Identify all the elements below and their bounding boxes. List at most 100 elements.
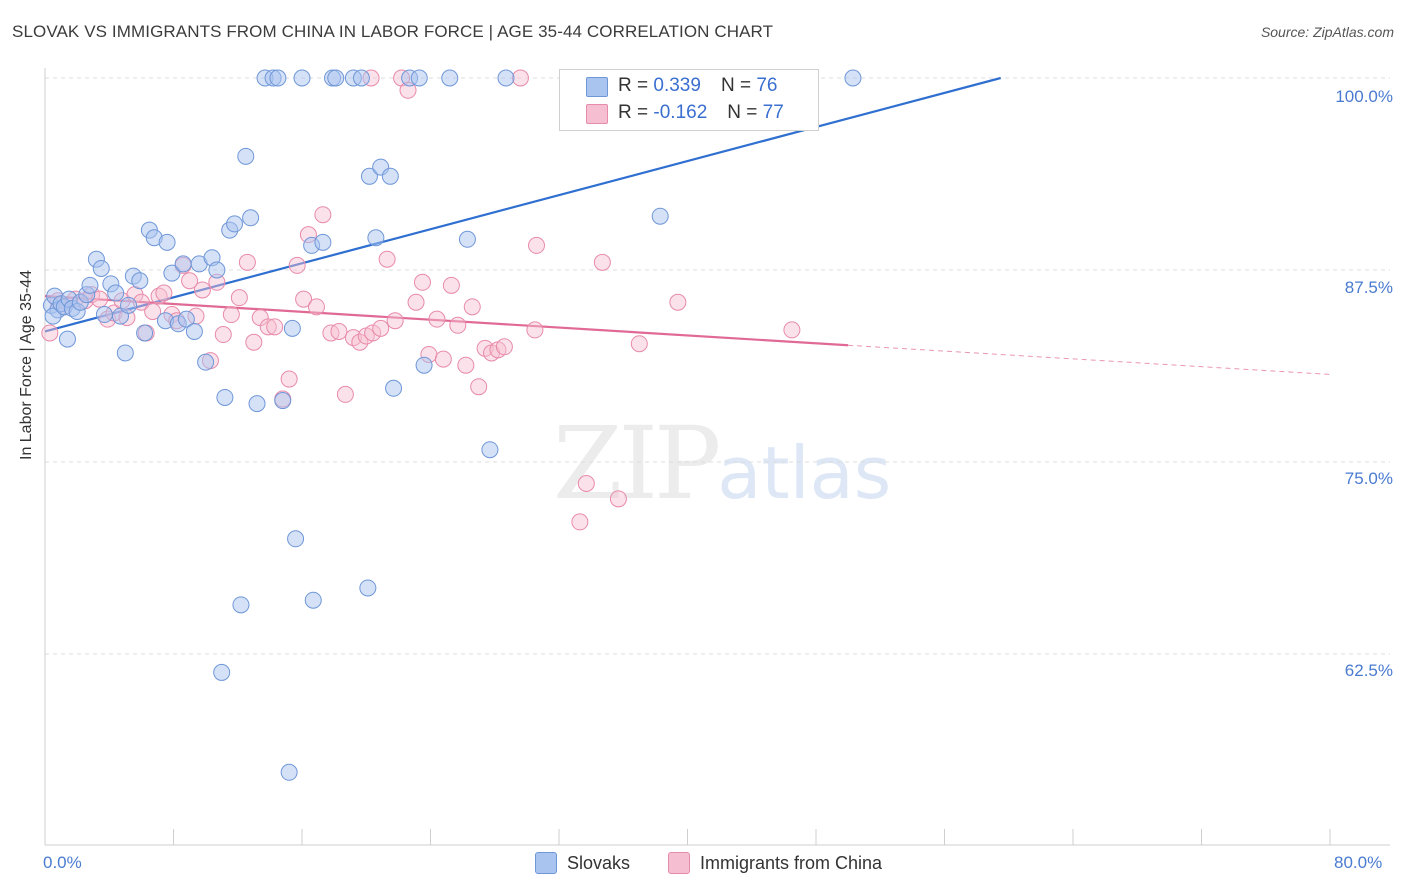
data-point-slovaks (136, 324, 154, 342)
data-point-china (181, 272, 199, 290)
data-point-slovaks (287, 530, 305, 548)
data-point-slovaks (213, 663, 231, 681)
data-point-slovaks (360, 167, 378, 185)
legend-r-value: -0.162 (653, 102, 708, 123)
data-point-china (295, 290, 313, 308)
bottom-legend-swatch-pink (668, 852, 690, 874)
data-point-china (463, 298, 481, 316)
data-point-china (528, 236, 546, 254)
series-slovaks (42, 69, 862, 781)
data-point-china (259, 318, 277, 336)
data-point-slovaks (120, 296, 138, 314)
data-point-china (783, 321, 801, 339)
data-point-slovaks (410, 69, 428, 87)
source-credit: Source: ZipAtlas.com (1260, 24, 1394, 40)
data-point-china (434, 350, 452, 368)
trend-line-china (44, 295, 849, 347)
axes (44, 68, 1390, 846)
bottom-legend-china: Immigrants from China (668, 852, 882, 874)
correlation-legend: R = 0.339 N = 76 R = -0.162 N = 77 (559, 69, 819, 131)
legend-row-china: R = -0.162 N = 77 (618, 101, 784, 125)
data-point-china (428, 310, 446, 328)
legend-r-label: R = (618, 102, 649, 123)
data-point-slovaks (185, 322, 203, 340)
bottom-legend-label: Immigrants from China (700, 852, 883, 873)
data-point-china (470, 378, 488, 396)
data-point-china (413, 273, 431, 291)
data-point-slovaks (248, 395, 266, 413)
data-point-slovaks (81, 276, 99, 294)
data-point-china (593, 253, 611, 271)
data-point-slovaks (381, 167, 399, 185)
data-point-slovaks (359, 579, 377, 597)
data-point-slovaks (44, 307, 62, 325)
data-point-slovaks (197, 353, 215, 371)
data-point-china (511, 69, 529, 87)
data-point-china (577, 475, 595, 493)
data-point-slovaks (237, 147, 255, 165)
bottom-legend-slovaks: Slovaks (535, 852, 630, 874)
data-point-slovaks (367, 229, 385, 247)
bottom-legend-swatch-blue (535, 852, 557, 874)
data-point-china (307, 298, 325, 316)
trend-line-slovaks (44, 76, 1002, 333)
data-point-slovaks (651, 207, 669, 225)
data-point-china (230, 289, 248, 307)
data-point-china (222, 306, 240, 324)
y-axis-label: In Labor Force | Age 35-44 (18, 269, 35, 460)
trend-line-china-dashed (848, 344, 1331, 375)
data-point-slovaks (385, 379, 403, 397)
data-point-slovaks (327, 69, 345, 87)
data-point-slovaks (352, 69, 370, 87)
data-point-slovaks (242, 209, 260, 227)
data-point-slovaks (269, 69, 287, 87)
data-point-slovaks (232, 596, 250, 614)
data-point-slovaks (58, 330, 76, 348)
legend-n-label: N = (720, 75, 752, 96)
data-point-china (449, 316, 467, 334)
data-point-china (372, 319, 390, 337)
x-tick-label: 80.0% (1334, 853, 1383, 872)
data-point-slovaks (304, 591, 322, 609)
x-tick-label: 0.0% (43, 853, 82, 872)
legend-swatch-blue (586, 77, 608, 97)
data-point-slovaks (497, 69, 515, 87)
data-point-china (571, 513, 589, 531)
data-point-china (330, 322, 348, 340)
legend-r-label: R = (618, 75, 649, 96)
data-point-slovaks (163, 264, 181, 282)
data-point-slovaks (274, 392, 292, 410)
data-point-china (457, 356, 475, 374)
data-point-slovaks (158, 233, 176, 251)
data-point-china (630, 335, 648, 353)
data-point-slovaks (216, 388, 234, 406)
data-point-china (351, 333, 369, 351)
data-point-china (314, 206, 332, 224)
watermark: ZIPatlas (553, 405, 891, 522)
data-point-china (364, 324, 382, 342)
bottom-legend-label: Slovaks (567, 852, 631, 873)
data-point-china (150, 287, 168, 305)
legend-swatch-pink (586, 104, 608, 124)
data-point-slovaks (441, 69, 459, 87)
data-point-slovaks (280, 763, 298, 781)
data-point-slovaks (314, 233, 332, 251)
y-tick-label: 62.5% (1344, 661, 1393, 680)
data-point-china (407, 293, 425, 311)
data-point-china (669, 293, 687, 311)
data-point-slovaks (131, 272, 149, 290)
legend-n-value: 77 (762, 102, 784, 123)
data-point-slovaks (177, 310, 195, 328)
data-point-china (193, 281, 211, 299)
legend-n-value: 76 (756, 75, 778, 96)
data-point-china (245, 333, 263, 351)
data-point-china (288, 256, 306, 274)
legend-row-slovaks: R = 0.339 N = 76 (618, 74, 777, 98)
data-point-slovaks (283, 319, 301, 337)
data-point-china (526, 321, 544, 339)
series-immigrants-from-china (41, 69, 801, 531)
data-point-china (386, 312, 404, 330)
data-point-china (155, 284, 173, 302)
data-point-china (144, 302, 162, 320)
data-point-china (41, 324, 59, 342)
